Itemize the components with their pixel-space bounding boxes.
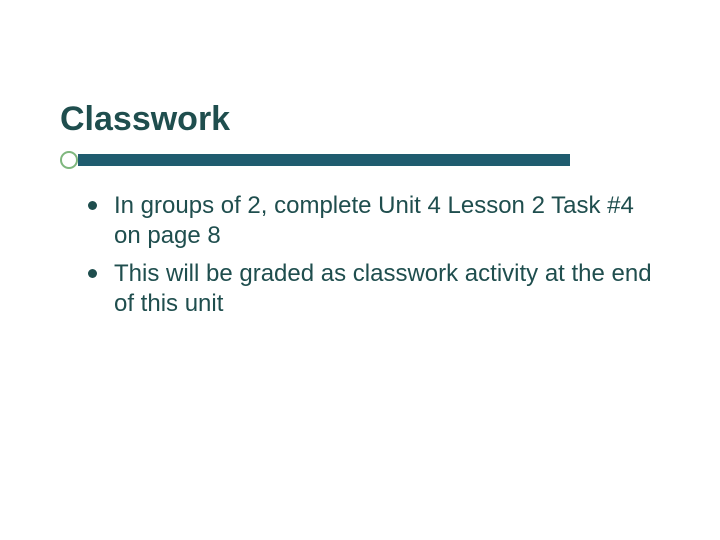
underline-circle-icon [60,151,78,169]
slide-title: Classwork [60,100,660,139]
underline-bar [78,154,570,166]
title-underline [60,151,570,167]
slide: Classwork In groups of 2, complete Unit … [0,0,720,540]
list-item: In groups of 2, complete Unit 4 Lesson 2… [88,191,660,251]
list-item: This will be graded as classwork activit… [88,259,660,319]
bullet-list: In groups of 2, complete Unit 4 Lesson 2… [60,191,660,319]
